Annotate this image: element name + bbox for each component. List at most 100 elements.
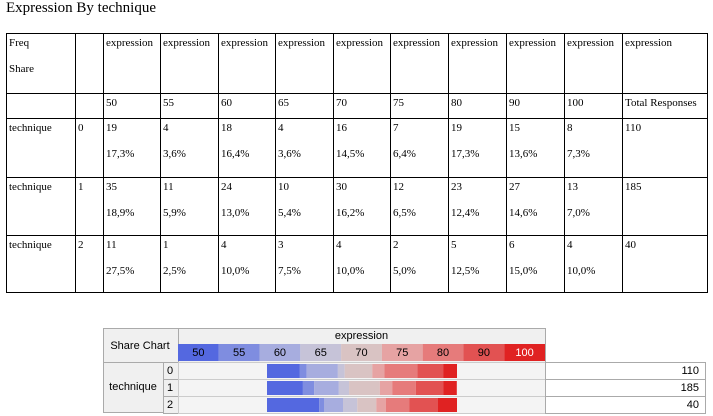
legend-swatch	[463, 344, 505, 361]
header-cell: 50	[103, 93, 161, 119]
header-cell: expression	[103, 33, 161, 94]
data-cell: 18 16,4%	[218, 118, 276, 178]
empty-cell	[6, 93, 76, 119]
share: 6,5%	[393, 207, 416, 219]
table-row: Freq Share expression expression expression e…	[6, 33, 708, 94]
count: 19	[451, 122, 462, 134]
data-cell: 13 7,0%	[564, 177, 623, 236]
share: 16,4%	[221, 148, 250, 160]
row-level: 0	[75, 118, 104, 178]
legend-label: 100	[515, 347, 533, 359]
data-cell: 4 10,0%	[218, 235, 276, 293]
header-cell: expression	[218, 33, 276, 94]
total-cell: 185	[622, 177, 708, 236]
header-cell: expression	[564, 33, 623, 94]
share-bar	[417, 364, 444, 378]
total-label: 185	[681, 382, 699, 394]
count: 11	[106, 239, 117, 251]
data-cell: 11 5,9%	[160, 177, 219, 236]
table-row: technique 0 19 17,3% 4 3,6% 18 16,4% 4 3,6% 16 14,5…	[6, 118, 708, 178]
header-cell: 65	[275, 93, 334, 119]
count: 11	[163, 181, 174, 193]
legend-swatch	[218, 344, 260, 361]
share-bar	[319, 398, 324, 412]
count: 27	[509, 181, 520, 193]
data-cell: 5 12,5%	[448, 235, 507, 293]
legend-label: 65	[315, 347, 327, 359]
count: 19	[106, 122, 117, 134]
share-chart: Share Chart expression 50 55 60 65 70 75 80 90 100…	[103, 328, 706, 414]
row-label: technique	[6, 235, 76, 293]
count: 23	[451, 181, 462, 193]
header-cell: 70	[333, 93, 391, 119]
header-cell: 60	[218, 93, 276, 119]
share: 17,3%	[451, 148, 480, 160]
share: 10,0%	[567, 265, 596, 277]
share-bar	[267, 381, 303, 395]
column-title: expression	[335, 330, 388, 342]
data-cell: 3 7,5%	[275, 235, 334, 293]
table-row: technique 2 11 27,5% 1 2,5% 4 10,0% 3 7,5% 4 10,0% 2…	[6, 235, 708, 293]
count: 16	[336, 122, 347, 134]
header-cell: expression	[333, 33, 391, 94]
share: 18,9%	[106, 207, 135, 219]
share-bar	[343, 398, 358, 412]
share: 7,3%	[567, 148, 590, 160]
table-row: 50 55 60 65 70 75 80 90 100 Total Responses	[6, 93, 708, 119]
data-cell: 24 13,0%	[218, 177, 276, 236]
legend-swatch	[300, 344, 342, 361]
legend-swatch	[422, 344, 464, 361]
data-cell: 19 17,3%	[448, 118, 507, 178]
legend-label: 70	[355, 347, 367, 359]
legend-label: 50	[192, 347, 204, 359]
share-bar	[438, 398, 457, 412]
chart-title: Share Chart	[110, 340, 169, 352]
header-cell: expression	[390, 33, 449, 94]
row-level: 1	[75, 177, 104, 236]
legend-swatch	[504, 344, 545, 361]
share: 5,0%	[393, 265, 416, 277]
share-bar	[379, 381, 393, 395]
count: 2	[393, 239, 399, 251]
count: 18	[221, 122, 232, 134]
count: 4	[221, 239, 227, 251]
data-cell: 4 10,0%	[564, 235, 623, 293]
header-cell: expression	[506, 33, 565, 94]
share-bar	[384, 364, 418, 378]
legend-label: 90	[478, 347, 490, 359]
data-cell: 11 27,5%	[103, 235, 161, 293]
count: 1	[163, 239, 169, 251]
share: 3,6%	[278, 148, 301, 160]
share-bar	[267, 398, 320, 412]
share: 17,3%	[106, 148, 135, 160]
title: Expression By technique	[6, 0, 156, 16]
data-cell: 4 3,6%	[275, 118, 334, 178]
row-level: 2	[75, 235, 104, 293]
data-cell: 2 5,0%	[390, 235, 449, 293]
data-cell: 8 7,3%	[564, 118, 623, 178]
table-row: technique 1 35 18,9% 11 5,9% 24 13,0% 10 5,4% 30 16…	[6, 177, 708, 236]
header-cell: Total Responses	[622, 93, 708, 119]
share-bar	[337, 364, 345, 378]
count: 6	[509, 239, 515, 251]
share-bar	[324, 398, 343, 412]
corner-label: Freq	[9, 37, 30, 49]
level-label: 2	[167, 399, 173, 411]
share-bar	[299, 364, 307, 378]
header-cell: 55	[160, 93, 219, 119]
data-cell: 4 10,0%	[333, 235, 391, 293]
total-box	[545, 396, 706, 414]
row-label: technique	[6, 118, 76, 178]
header-cell: expression	[275, 33, 334, 94]
count: 12	[393, 181, 404, 193]
share-bar	[415, 381, 444, 395]
data-cell: 19 17,3%	[103, 118, 161, 178]
legend-label: 75	[396, 347, 408, 359]
data-cell: 16 14,5%	[333, 118, 391, 178]
data-cell: 23 12,4%	[448, 177, 507, 236]
count: 30	[336, 181, 347, 193]
total-label: 110	[681, 365, 699, 377]
share: 15,0%	[509, 265, 538, 277]
share-bar	[392, 381, 416, 395]
